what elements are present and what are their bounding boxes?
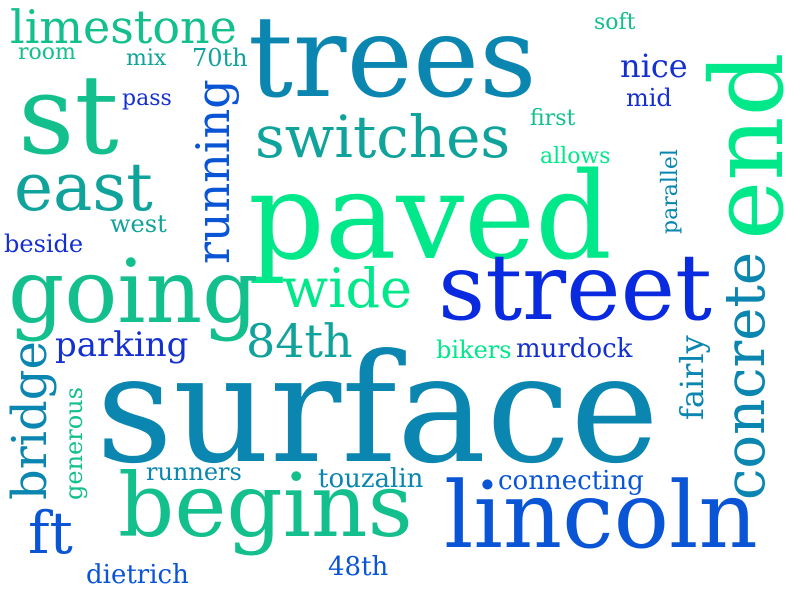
word-48th: 48th [328,552,389,582]
word-first: first [530,106,576,131]
word-paved: paved [248,148,612,287]
word-pass: pass [122,86,172,111]
word-limestone: limestone [10,0,237,54]
word-end: end [689,52,800,240]
word-connecting: connecting [498,466,644,496]
word-concrete: concrete [713,251,778,500]
word-running: running [186,79,240,264]
word-70th: 70th [192,44,248,72]
word-parallel: parallel [658,149,683,234]
word-east: east [14,149,153,226]
word-st: st [18,51,119,179]
word-street: street [438,234,713,341]
word-bikers: bikers [436,336,512,364]
word-room: room [18,40,76,65]
word-generous: generous [60,387,88,500]
word-switches: switches [255,103,511,171]
word-runners: runners [146,458,242,486]
word-begins: begins [118,454,413,557]
word-beside: beside [4,230,84,258]
word-lincoln: lincoln [444,462,758,569]
word-nice: nice [620,47,688,85]
word-wide: wide [282,257,413,320]
word-mix: mix [126,46,167,71]
word-going: going [8,240,259,343]
word-murdock: murdock [516,334,633,364]
word-touzalin: touzalin [318,464,424,494]
word-soft: soft [594,10,636,35]
word-allows: allows [540,144,611,169]
word-dietrich: dietrich [86,560,189,590]
word-84th: 84th [246,314,353,368]
word-fairly: fairly [673,335,711,420]
word-surface: surface [96,323,660,497]
word-parking: parking [55,325,189,365]
word-trees: trees [248,0,537,123]
word-west: west [110,210,167,238]
word-ft: ft [28,499,73,567]
word-mid: mid [626,84,672,112]
word-bridge: bridge [2,341,58,500]
